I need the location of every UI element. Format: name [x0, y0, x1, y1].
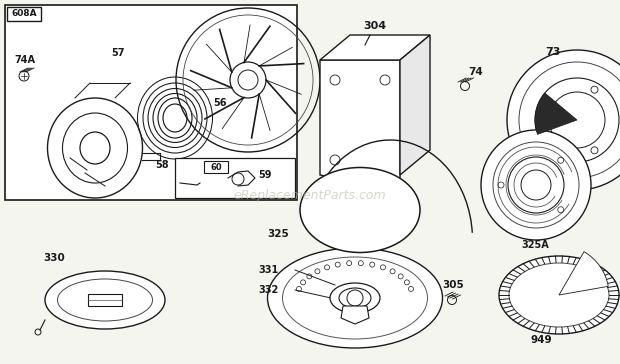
- Circle shape: [481, 130, 591, 240]
- Polygon shape: [320, 35, 430, 60]
- Bar: [204, 161, 228, 173]
- Text: 60: 60: [210, 162, 222, 171]
- Text: 59: 59: [258, 170, 272, 180]
- Text: 608A: 608A: [11, 9, 37, 19]
- Circle shape: [535, 78, 619, 162]
- Text: 305: 305: [442, 280, 464, 290]
- Text: 57: 57: [111, 48, 125, 58]
- Text: eReplacementParts.com: eReplacementParts.com: [234, 189, 386, 202]
- Polygon shape: [341, 306, 369, 324]
- Ellipse shape: [330, 283, 380, 313]
- Text: 58: 58: [155, 160, 169, 170]
- Bar: [5, 5, 297, 200]
- Ellipse shape: [300, 167, 420, 253]
- Bar: [88, 294, 122, 306]
- Ellipse shape: [267, 248, 443, 348]
- Bar: [175, 158, 295, 198]
- Wedge shape: [559, 252, 608, 295]
- Circle shape: [507, 50, 620, 190]
- Circle shape: [508, 157, 564, 213]
- Text: 74: 74: [468, 67, 483, 77]
- Polygon shape: [320, 60, 400, 190]
- Text: 304: 304: [363, 21, 386, 31]
- Text: 949: 949: [530, 335, 552, 345]
- Wedge shape: [535, 93, 577, 134]
- Text: 74A: 74A: [14, 55, 35, 65]
- Text: 331: 331: [258, 265, 278, 275]
- Bar: [7, 7, 41, 21]
- Text: 56: 56: [213, 98, 227, 108]
- Text: 332: 332: [258, 285, 278, 295]
- Text: 73: 73: [546, 47, 560, 57]
- Ellipse shape: [45, 271, 165, 329]
- Text: 325A: 325A: [521, 240, 549, 250]
- Text: 325: 325: [267, 229, 289, 239]
- Ellipse shape: [499, 256, 619, 334]
- Text: 330: 330: [43, 253, 65, 263]
- Polygon shape: [400, 35, 430, 175]
